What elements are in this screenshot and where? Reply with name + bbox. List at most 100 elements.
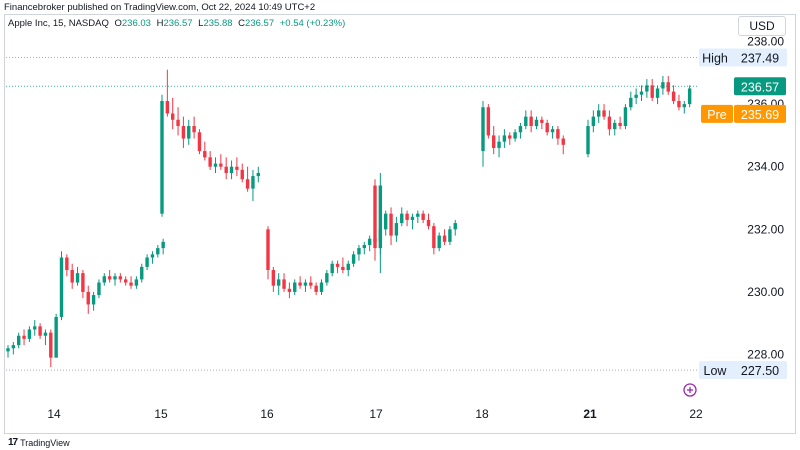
candle-body	[416, 213, 420, 217]
high-low-badge	[699, 361, 787, 380]
candle-body	[346, 263, 350, 271]
candle-body	[97, 282, 101, 296]
candle-body	[513, 132, 517, 139]
candle-body	[43, 332, 48, 336]
pre-price-badge	[734, 104, 786, 123]
tradingview-logo-icon: 17	[8, 437, 18, 448]
candle-body	[545, 122, 549, 133]
candle-body	[298, 282, 302, 286]
candle-body	[330, 263, 334, 274]
candle-body	[682, 104, 686, 108]
candle-body	[492, 135, 496, 148]
candle-body	[597, 110, 601, 117]
candle-body	[65, 257, 69, 271]
symbol-name: Apple Inc, 15, NASDAQ	[8, 18, 109, 29]
candle-body	[341, 266, 345, 271]
candle-body	[287, 288, 292, 292]
candle-body	[171, 113, 175, 120]
candle-body	[378, 185, 383, 242]
candle-body	[529, 116, 533, 127]
candle-body	[303, 282, 308, 286]
candle-body	[432, 226, 436, 249]
candle-body	[91, 295, 96, 305]
x-tick-label: 14	[47, 407, 61, 421]
candle-body	[86, 291, 90, 305]
candle-body	[54, 316, 58, 358]
candle-body	[118, 276, 123, 280]
high-label: H	[156, 18, 164, 29]
candle-body	[405, 213, 409, 220]
pre-tag-label: Pre	[707, 108, 727, 122]
candle-body	[540, 119, 544, 123]
candle-body	[81, 273, 85, 292]
x-tick-label: 16	[260, 407, 274, 421]
symbol-legend: Apple Inc, 15, NASDAQ O236.03 H236.57 L2…	[8, 18, 345, 29]
candle-body	[245, 179, 250, 189]
candle-body	[160, 100, 164, 214]
tradingview-footer[interactable]: 17 TradingView	[8, 437, 70, 448]
candle-body	[442, 235, 447, 242]
high-low-badge	[699, 48, 787, 67]
close-label: C	[238, 18, 246, 29]
candle-body	[181, 126, 186, 139]
open-value: 236.03	[121, 18, 151, 29]
x-tick-label: 15	[154, 407, 168, 421]
candle-body	[124, 279, 128, 283]
candle-body	[373, 185, 377, 249]
candle-body	[677, 100, 681, 108]
candle-body	[134, 279, 139, 286]
candle-body	[49, 332, 53, 358]
candle-body	[367, 238, 372, 245]
candle-body	[639, 91, 644, 95]
currency-selector[interactable]: USD	[738, 16, 786, 36]
candle-body	[481, 107, 485, 152]
close-value: 236.57	[245, 18, 275, 29]
candle-body	[357, 248, 361, 255]
candle-body	[240, 169, 244, 180]
candle-body	[107, 276, 112, 280]
candle-body	[271, 270, 276, 286]
x-tick-label: 18	[475, 407, 489, 421]
candle-body	[394, 223, 399, 236]
tradingview-brand: TradingView	[20, 437, 70, 448]
candle-body	[129, 282, 133, 286]
candle-body	[251, 176, 255, 189]
candle-body	[618, 122, 622, 127]
candle-body	[561, 138, 565, 145]
candle-body	[229, 166, 234, 173]
candle-body	[75, 273, 80, 283]
candle-body	[161, 241, 165, 249]
candle-body	[156, 248, 160, 255]
candle-body	[586, 126, 590, 155]
candle-body	[645, 85, 649, 92]
candle-body	[6, 348, 10, 352]
candle-body	[256, 172, 260, 177]
candle-body	[38, 326, 42, 336]
candle-body	[27, 329, 32, 339]
open-label: O	[114, 18, 122, 29]
candle-body	[351, 254, 356, 264]
add-alert-icon[interactable]	[683, 383, 697, 397]
candle-body	[325, 273, 329, 283]
candle-body	[602, 110, 606, 117]
y-tick-label: 238.00	[747, 35, 784, 49]
candle-body	[687, 88, 692, 105]
candle-body	[213, 163, 218, 167]
candle-body	[203, 151, 207, 158]
candle-body	[421, 213, 425, 220]
candle-body	[623, 107, 628, 127]
x-tick-label: 21	[583, 407, 597, 421]
candle-body	[187, 126, 191, 139]
candle-body	[11, 345, 16, 349]
candle-body	[192, 126, 196, 133]
high-value: 236.57	[163, 18, 193, 29]
candle-body	[145, 257, 149, 267]
candle-body	[613, 122, 617, 130]
candle-body	[497, 141, 501, 148]
candle-body	[556, 129, 560, 139]
candle-body	[314, 285, 318, 292]
candle-body	[113, 276, 117, 280]
candle-body	[282, 279, 286, 289]
candle-body	[319, 282, 324, 292]
